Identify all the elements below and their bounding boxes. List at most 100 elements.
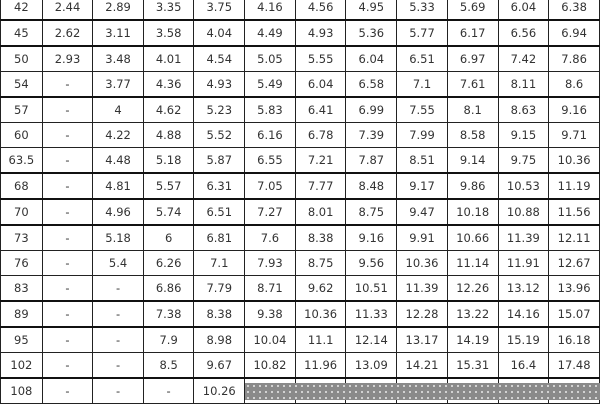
table-cell: 7.27 [244, 198, 296, 226]
table-cell: 3.35 [142, 0, 195, 21]
table-cell: 6.31 [193, 172, 246, 200]
row-header-cell: 54 [0, 71, 43, 98]
table-cell: 7.77 [294, 172, 347, 200]
table-cell: 5.05 [244, 45, 296, 72]
table-cell: 5.4 [92, 250, 144, 276]
table-cell: 11.39 [497, 224, 550, 251]
table-cell: 4.81 [92, 172, 144, 200]
table-cell: 5.23 [193, 96, 246, 123]
table-cell: 8.11 [497, 71, 550, 98]
table-cell: - [92, 275, 144, 302]
table-cell: 3.11 [92, 19, 144, 47]
row-header-cell: 57 [0, 96, 43, 123]
table-cell: 6.86 [142, 275, 195, 302]
table-cell: 7.1 [396, 71, 448, 98]
table-cell: 8.98 [193, 326, 246, 353]
table-cell: 17.48 [548, 352, 600, 379]
table-cell: 5.57 [142, 172, 195, 200]
table-cell: 8.6 [548, 71, 600, 98]
table-cell: 9.91 [396, 224, 448, 251]
table-cell: 8.5 [142, 352, 195, 379]
table-cell: 11.19 [548, 172, 600, 200]
table-cell: 8.1 [446, 96, 499, 123]
table-cell: 13.17 [396, 326, 448, 353]
row-header-cell: 108 [0, 377, 43, 404]
table-cell: 7.1 [193, 250, 246, 276]
table-row: 63.5-4.48 5.18 5.87 6.55 7.21 7.87 8.51 9.14 9.7… [0, 147, 600, 174]
table-cell: 5.36 [345, 19, 398, 47]
row-header-cell: 68 [0, 172, 43, 200]
table-cell: 10.66 [446, 224, 499, 251]
table-cell: 5.49 [244, 71, 296, 98]
table-cell: 4.48 [92, 147, 144, 174]
table-cell: 4.22 [92, 122, 144, 148]
table-cell: 4.04 [193, 19, 246, 47]
row-header-cell: 42 [0, 0, 43, 21]
table-cell: - [92, 326, 144, 353]
table-cell: 5.69 [446, 0, 499, 21]
table-row: 102- -8.5 9.67 10.82 11.96 13.09 14.21 15.31 16.… [0, 352, 600, 379]
table-cell: 5.77 [396, 19, 448, 47]
table-cell: 4.01 [142, 45, 195, 72]
row-header-cell: 73 [0, 224, 43, 251]
table-cell: 10.88 [497, 198, 550, 226]
table-cell: 8.75 [345, 198, 398, 226]
table-cell: 13.12 [497, 275, 550, 302]
row-header-cell: 76 [0, 250, 43, 276]
table-cell: - [41, 326, 94, 353]
table-cell: - [41, 300, 94, 328]
table-cell: - [41, 172, 94, 200]
table-cell: 6.55 [244, 147, 296, 174]
table-cell: 13.96 [548, 275, 600, 302]
table-cell: 7.39 [345, 122, 398, 148]
table-row: 83- -6.86 7.79 8.71 9.62 10.51 11.39 12.26 13.12… [0, 275, 600, 302]
table-cell: 6.97 [446, 45, 499, 72]
table-cell: 9.15 [497, 122, 550, 148]
table-cell: 5.55 [294, 45, 347, 72]
occluding-overlay [245, 383, 600, 400]
table-cell: 2.44 [41, 0, 94, 21]
table-cell: 3.75 [193, 0, 246, 21]
table-cell: 13.09 [345, 352, 398, 379]
table-row: 73-5.18 6 6.81 7.6 8.38 9.16 9.91 10.66 11.39 12.… [0, 224, 600, 251]
table-row: 70-4.96 5.74 6.51 7.27 8.01 8.75 9.47 10.18 10.8… [0, 198, 600, 226]
table-cell: 8.63 [497, 96, 550, 123]
table-cell: 11.33 [345, 300, 398, 328]
table-row: 54-3.77 4.36 4.93 5.49 6.04 6.58 7.1 7.61 8.11 8.… [0, 71, 600, 98]
table-cell: 6.94 [548, 19, 600, 47]
table-cell: 6.17 [446, 19, 499, 47]
table-cell: - [92, 352, 144, 379]
table-cell: - [41, 250, 94, 276]
table-cell: 6.78 [294, 122, 347, 148]
table-cell: 12.67 [548, 250, 600, 276]
table-cell: 6.99 [345, 96, 398, 123]
table-cell: 7.6 [244, 224, 296, 251]
table-cell: 7.93 [244, 250, 296, 276]
table-cell: 7.55 [396, 96, 448, 123]
table-cell: 4.96 [92, 198, 144, 226]
table-cell: 5.74 [142, 198, 195, 226]
table-cell: 2.89 [92, 0, 144, 21]
row-header-cell: 83 [0, 275, 43, 302]
table-cell: 7.21 [294, 147, 347, 174]
table-cell: 11.1 [294, 326, 347, 353]
table-cell: 5.18 [142, 147, 195, 174]
table-cell: 7.87 [345, 147, 398, 174]
row-header-cell: 63.5 [0, 147, 43, 174]
table-cell: 6.81 [193, 224, 246, 251]
table-cell: 9.14 [446, 147, 499, 174]
table-cell: 15.31 [446, 352, 499, 379]
table-cell: 4.88 [142, 122, 195, 148]
table-cell: 6.04 [294, 71, 347, 98]
table-cell: 6.16 [244, 122, 296, 148]
table-cell: 4.93 [294, 19, 347, 47]
row-header-cell: 60 [0, 122, 43, 148]
table-cell: 6.41 [294, 96, 347, 123]
table-cell: 3.58 [142, 19, 195, 47]
table-cell: 9.75 [497, 147, 550, 174]
table-cell: 10.04 [244, 326, 296, 353]
row-header-cell: 102 [0, 352, 43, 379]
table-cell: 8.75 [294, 250, 347, 276]
table-cell: 8.48 [345, 172, 398, 200]
table-cell: 6.26 [142, 250, 195, 276]
